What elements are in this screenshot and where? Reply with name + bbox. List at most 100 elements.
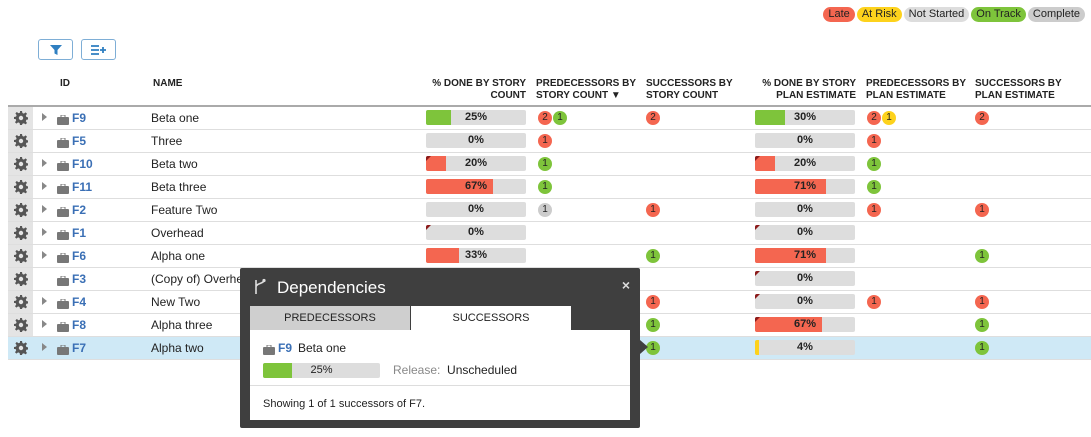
feature-id-link[interactable]: F11 xyxy=(72,180,93,194)
col-header-done-story[interactable]: % DONE BY STORY COUNT xyxy=(432,78,526,101)
dependency-count-badge[interactable]: 1 xyxy=(975,341,989,355)
progress-fill xyxy=(755,179,826,194)
progress-fill xyxy=(755,340,759,355)
feature-id-link[interactable]: F2 xyxy=(72,203,87,217)
feature-id-link[interactable]: F3 xyxy=(72,272,87,286)
dependency-count-badge[interactable]: 1 xyxy=(538,157,552,171)
progress-text: 0% xyxy=(797,226,813,238)
table-row[interactable]: F5 Three 0% 1 0% 1 xyxy=(8,130,1091,153)
feature-id-link[interactable]: F9 xyxy=(72,111,87,125)
feature-id-link[interactable]: F7 xyxy=(72,341,87,355)
gear-icon[interactable] xyxy=(8,199,33,221)
close-icon[interactable]: × xyxy=(621,277,630,293)
tab-predecessors[interactable]: PREDECESSORS xyxy=(250,306,410,330)
warning-flag-icon xyxy=(426,225,431,230)
gear-icon[interactable] xyxy=(8,337,33,359)
tab-successors[interactable]: SUCCESSORS xyxy=(411,306,571,330)
column-picker-button[interactable] xyxy=(81,39,116,60)
dependency-count-badge[interactable]: 2 xyxy=(538,111,552,125)
dependency-badges: 1 xyxy=(646,203,660,217)
col-header-pred-plan[interactable]: PREDECESSORS BY PLAN ESTIMATE xyxy=(866,78,966,101)
gear-icon[interactable] xyxy=(8,130,33,152)
col-header-name[interactable]: NAME xyxy=(153,78,183,89)
dependency-count-badge[interactable]: 1 xyxy=(975,203,989,217)
gear-icon[interactable] xyxy=(8,107,33,129)
feature-id-link[interactable]: F6 xyxy=(72,249,87,263)
progress-text: 25% xyxy=(464,111,488,123)
col-header-pred-story[interactable]: PREDECESSORS BY STORY COUNT ▼ xyxy=(536,78,636,101)
dependency-count-badge[interactable]: 1 xyxy=(867,157,881,171)
dependency-item-id[interactable]: F9 xyxy=(278,341,293,355)
col-header-id[interactable]: ID xyxy=(60,78,70,89)
progress-text: 20% xyxy=(464,157,488,169)
dependency-count-badge[interactable]: 2 xyxy=(646,111,660,125)
dependency-count-badge[interactable]: 1 xyxy=(975,249,989,263)
col-header-done-plan[interactable]: % DONE BY STORY PLAN ESTIMATE xyxy=(762,78,856,101)
gear-icon[interactable] xyxy=(8,153,33,175)
dependency-count-badge[interactable]: 1 xyxy=(867,180,881,194)
dependency-badges: 1 xyxy=(867,157,881,171)
col-header-succ-plan[interactable]: SUCCESSORS BY PLAN ESTIMATE xyxy=(975,78,1062,101)
progress-bar: 20% xyxy=(755,156,855,171)
dependency-count-badge[interactable]: 1 xyxy=(867,203,881,217)
dependency-count-badge[interactable]: 1 xyxy=(538,203,552,217)
progress-bar: 0% xyxy=(755,294,855,309)
table-row[interactable]: F10 Beta two 20% 1 20% 1 xyxy=(8,153,1091,176)
gear-icon[interactable] xyxy=(8,268,33,290)
col-header-succ-story[interactable]: SUCCESSORS BY STORY COUNT xyxy=(646,78,733,101)
feature-name: Alpha one xyxy=(151,249,206,263)
briefcase-icon xyxy=(263,342,275,360)
dependency-count-badge[interactable]: 1 xyxy=(538,180,552,194)
expand-arrow-icon[interactable] xyxy=(42,251,47,259)
table-row[interactable]: F6 Alpha one 33% 1 71% 1 xyxy=(8,245,1091,268)
gear-icon[interactable] xyxy=(8,176,33,198)
expand-arrow-icon[interactable] xyxy=(42,159,47,167)
feature-id-link[interactable]: F4 xyxy=(72,295,87,309)
dependency-count-badge[interactable]: 1 xyxy=(867,295,881,309)
progress-bar: 25% xyxy=(426,110,526,125)
briefcase-icon xyxy=(57,342,69,360)
expand-arrow-icon[interactable] xyxy=(42,205,47,213)
dependency-count-badge[interactable]: 1 xyxy=(646,203,660,217)
filter-button[interactable] xyxy=(38,39,73,60)
table-row[interactable]: F2 Feature Two 0% 1 1 0% 1 1 xyxy=(8,199,1091,222)
dependency-badges: 1 xyxy=(975,249,989,263)
dependency-count-badge[interactable]: 1 xyxy=(867,134,881,148)
dependency-count-badge[interactable]: 1 xyxy=(882,111,896,125)
expand-arrow-icon[interactable] xyxy=(42,297,47,305)
progress-text: 67% xyxy=(793,318,817,330)
table-row[interactable]: F1 Overhead 0% 0% xyxy=(8,222,1091,245)
table-row[interactable]: F9 Beta one 25% 2 1 2 30% 2 1 2 xyxy=(8,107,1091,130)
briefcase-icon xyxy=(57,227,69,245)
expand-arrow-icon[interactable] xyxy=(42,113,47,121)
dependency-count-badge[interactable]: 1 xyxy=(646,249,660,263)
dependency-count-badge[interactable]: 2 xyxy=(867,111,881,125)
gear-icon[interactable] xyxy=(8,314,33,336)
dependency-count-badge[interactable]: 1 xyxy=(975,295,989,309)
expand-arrow-icon[interactable] xyxy=(42,320,47,328)
expand-arrow-icon[interactable] xyxy=(42,182,47,190)
gear-icon[interactable] xyxy=(8,222,33,244)
feature-name: (Copy of) Overhead xyxy=(151,272,257,286)
feature-id-link[interactable]: F5 xyxy=(72,134,87,148)
expand-arrow-icon[interactable] xyxy=(42,228,47,236)
expand-arrow-icon[interactable] xyxy=(42,343,47,351)
table-row[interactable]: F11 Beta three 67% 1 71% 1 xyxy=(8,176,1091,199)
dependency-count-badge[interactable]: 1 xyxy=(538,134,552,148)
gear-icon[interactable] xyxy=(8,245,33,267)
dependency-count-badge[interactable]: 1 xyxy=(975,318,989,332)
feature-id-link[interactable]: F1 xyxy=(72,226,87,240)
feature-id-link[interactable]: F8 xyxy=(72,318,87,332)
warning-flag-icon xyxy=(755,271,760,276)
dependency-count-badge[interactable]: 1 xyxy=(553,111,567,125)
legend-not-started: Not Started xyxy=(903,7,970,22)
dependency-count-badge[interactable]: 1 xyxy=(646,341,660,355)
dependency-count-badge[interactable]: 2 xyxy=(975,111,989,125)
progress-text: 33% xyxy=(464,249,488,261)
dependency-count-badge[interactable]: 1 xyxy=(646,295,660,309)
dependency-count-badge[interactable]: 1 xyxy=(646,318,660,332)
gear-icon[interactable] xyxy=(8,291,33,313)
feature-id-link[interactable]: F10 xyxy=(72,157,93,171)
